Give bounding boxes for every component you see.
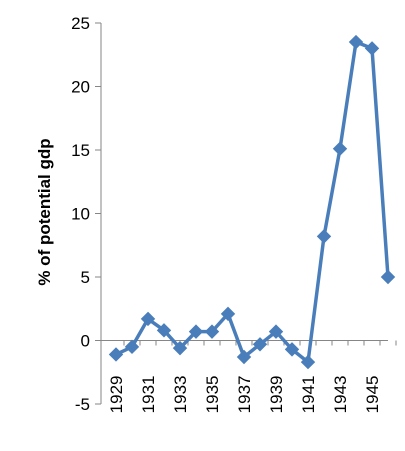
x-tick-label: 1937 <box>235 376 254 414</box>
y-tick-label: 25 <box>71 14 90 33</box>
y-axis-label: % of potential gdp <box>35 138 54 285</box>
x-tick-label: 1945 <box>363 376 382 414</box>
data-point <box>220 306 236 322</box>
x-tick-label: 1935 <box>203 376 222 414</box>
data-point <box>268 324 284 339</box>
y-tick-label: 15 <box>71 141 90 160</box>
data-point <box>332 141 348 156</box>
data-point <box>252 337 268 352</box>
data-point <box>300 354 316 370</box>
y-tick-label: 20 <box>71 78 90 97</box>
data-point <box>364 41 380 56</box>
data-point <box>380 269 396 285</box>
y-tick-label: 0 <box>81 332 90 351</box>
data-point <box>140 311 156 327</box>
data-point <box>236 349 252 365</box>
data-point <box>172 340 188 356</box>
x-tick-label: 1929 <box>107 376 126 414</box>
y-axis: -5 0 5 10 15 20 25 <box>71 14 102 414</box>
y-tick-label: 5 <box>81 268 90 287</box>
x-tick-label: 1941 <box>299 376 318 414</box>
x-tick-label: 1933 <box>171 376 190 414</box>
data-point <box>348 34 364 50</box>
data-point <box>124 339 140 355</box>
data-point <box>156 323 172 338</box>
x-axis: 1929 1931 1933 1935 1937 1939 1941 1943 1945 <box>101 340 397 414</box>
data-point <box>188 324 204 339</box>
y-tick-label: 10 <box>71 205 90 224</box>
series-group <box>108 34 396 370</box>
data-point <box>284 342 300 357</box>
data-point <box>316 229 332 244</box>
series-line <box>115 40 390 364</box>
x-tick-label: 1931 <box>139 376 158 414</box>
y-tick-label: -5 <box>75 395 90 414</box>
x-tick-label: 1939 <box>267 376 286 414</box>
data-point <box>108 347 124 362</box>
data-point <box>204 324 220 339</box>
x-tick-label: 1943 <box>331 376 350 414</box>
